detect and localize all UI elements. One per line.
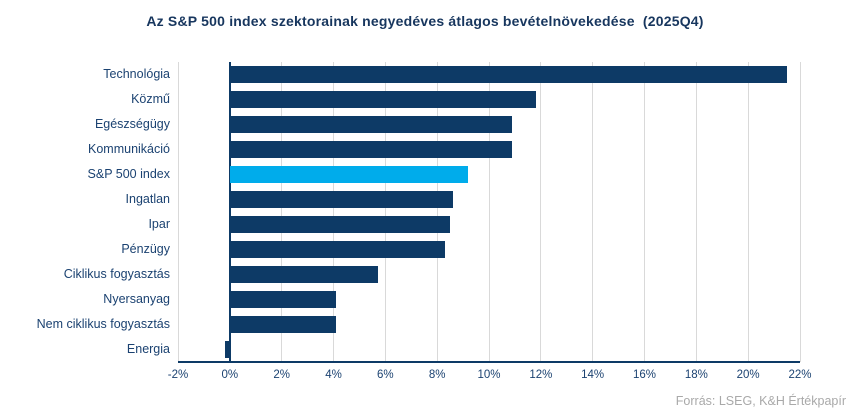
x-tick-label: 16% — [632, 369, 657, 381]
gridline — [384, 62, 386, 362]
x-tick-label: 8% — [428, 369, 446, 381]
bar-row — [178, 137, 800, 162]
source-note: Forrás: LSEG, K&H Értékpapír — [675, 394, 846, 408]
x-tick-label: 2% — [273, 369, 290, 381]
x-tick-label: 10% — [477, 369, 501, 381]
bar — [224, 341, 230, 358]
x-tick-label: 4% — [325, 369, 342, 381]
bar-row — [178, 337, 800, 362]
category-label: S&P 500 index — [87, 167, 170, 181]
bar — [229, 141, 513, 158]
x-axis-line — [178, 361, 800, 363]
category-label: Ingatlan — [125, 192, 170, 206]
bar-row — [178, 112, 800, 137]
category-label: Ciklikus fogyasztás — [63, 267, 170, 281]
bar — [229, 266, 378, 283]
gridline — [592, 62, 594, 362]
category-label: Ipar — [148, 217, 170, 231]
bar-row — [178, 162, 800, 187]
bar — [229, 291, 337, 308]
bar-rows — [178, 62, 800, 362]
gridline — [281, 62, 283, 362]
plot-area — [177, 62, 801, 363]
bar — [229, 191, 453, 208]
category-label: Technológia — [103, 67, 170, 81]
x-tick-label: 14% — [581, 369, 605, 381]
x-tick-label: 22% — [788, 369, 812, 381]
category-label: Nyersanyag — [103, 292, 170, 306]
bar — [229, 166, 469, 183]
category-label: Pénzügy — [121, 242, 170, 256]
bar — [229, 116, 513, 133]
gridline — [644, 62, 645, 362]
bar — [229, 316, 337, 333]
category-label: Egészségügy — [94, 117, 170, 131]
zero-axis-line — [228, 62, 231, 362]
bar-row — [178, 262, 800, 287]
bar-row — [178, 187, 800, 212]
gridline — [799, 62, 801, 362]
bar — [229, 241, 445, 258]
x-tick-label: 0% — [221, 369, 239, 381]
gridline — [540, 62, 542, 362]
x-tick-label: 6% — [377, 369, 394, 381]
gridline — [488, 62, 490, 362]
category-label: Kommunikáció — [88, 142, 170, 156]
bar-row — [178, 62, 800, 87]
bar — [229, 66, 788, 83]
gridline — [747, 62, 749, 362]
bar — [229, 216, 451, 233]
gridline — [695, 62, 697, 362]
bar-row — [178, 87, 800, 112]
bar-row — [178, 312, 800, 337]
category-label: Energia — [126, 342, 170, 356]
bar-row — [178, 212, 800, 237]
bar-row — [178, 287, 800, 312]
bar — [229, 91, 536, 108]
gridline — [333, 62, 334, 362]
x-axis-ticks: -2% 0% 2% 4% 6% 8% 10% 12% 14% 16% 18% 20% 22% — [168, 369, 812, 385]
gridline — [177, 62, 179, 362]
category-label: Közmű — [131, 92, 170, 106]
chart-title: Az S&P 500 index szektorainak negyedéves… — [146, 13, 704, 29]
gridline — [436, 62, 438, 362]
category-label: Nem ciklikus fogyasztás — [36, 317, 170, 331]
x-tick-label: -2% — [167, 369, 189, 381]
x-tick-label: 12% — [529, 369, 553, 381]
x-tick-label: 20% — [736, 369, 760, 381]
bar-row — [178, 237, 800, 262]
category-labels: Technológia Közmű Egészségügy Kommunikáció S… — [0, 62, 170, 362]
x-tick-label: 18% — [684, 369, 708, 381]
